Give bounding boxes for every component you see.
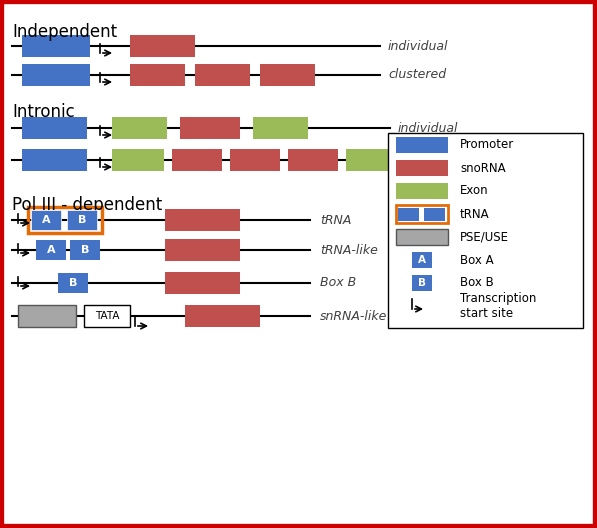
Text: Transcription
start site: Transcription start site [460, 292, 536, 320]
Text: Pol III - dependent: Pol III - dependent [12, 196, 162, 214]
Text: Independent: Independent [12, 23, 117, 41]
Bar [195, 64, 250, 86]
Text: B: B [69, 278, 77, 288]
Bar [70, 240, 100, 260]
Bar [396, 205, 448, 223]
Bar [165, 239, 240, 261]
Bar [424, 208, 445, 221]
Text: snoRNA: snoRNA [460, 162, 506, 174]
Text: B: B [78, 215, 86, 225]
Text: Box B: Box B [320, 277, 356, 289]
Text: individual: individual [388, 40, 448, 52]
Text: A: A [47, 245, 56, 255]
Text: Promoter: Promoter [460, 138, 514, 152]
Text: Intronic: Intronic [12, 103, 75, 121]
Bar [253, 117, 308, 139]
Text: tRNA-like: tRNA-like [320, 243, 378, 257]
Text: B: B [418, 278, 426, 288]
Bar [185, 305, 260, 327]
Bar [398, 208, 419, 221]
Bar [67, 210, 97, 230]
Text: Box A: Box A [460, 253, 494, 267]
Text: A: A [418, 255, 426, 265]
Text: TATA: TATA [95, 311, 119, 321]
Bar [230, 149, 280, 171]
Bar [22, 117, 87, 139]
Bar [180, 117, 240, 139]
Bar [396, 229, 448, 245]
Bar [172, 149, 222, 171]
Bar [112, 117, 167, 139]
Bar [84, 305, 130, 327]
Text: PSE/USE: PSE/USE [460, 231, 509, 243]
Bar [165, 209, 240, 231]
Bar [412, 275, 432, 291]
Text: Exon: Exon [460, 184, 488, 197]
Bar [58, 273, 88, 293]
Bar [22, 35, 90, 57]
Bar [36, 240, 66, 260]
Bar [396, 137, 448, 153]
Bar [396, 183, 448, 199]
Bar [130, 35, 195, 57]
Bar [22, 149, 87, 171]
Text: tRNA: tRNA [320, 213, 352, 227]
Text: clustered: clustered [430, 154, 488, 166]
Text: B: B [81, 245, 89, 255]
Text: Box B: Box B [460, 277, 494, 289]
Text: individual: individual [398, 121, 458, 135]
Bar [130, 64, 185, 86]
Bar [396, 160, 448, 176]
Bar [28, 207, 102, 233]
Text: clustered: clustered [388, 69, 446, 81]
Text: tRNA: tRNA [460, 208, 490, 221]
Text: snRNA-like: snRNA-like [320, 309, 387, 323]
Bar [260, 64, 315, 86]
Bar [112, 149, 164, 171]
Text: A: A [42, 215, 50, 225]
Bar [412, 252, 432, 268]
Bar [288, 149, 338, 171]
Bar [388, 133, 583, 328]
Bar [22, 64, 90, 86]
Bar [165, 272, 240, 294]
Bar [346, 149, 398, 171]
Bar [31, 210, 61, 230]
Bar [18, 305, 76, 327]
